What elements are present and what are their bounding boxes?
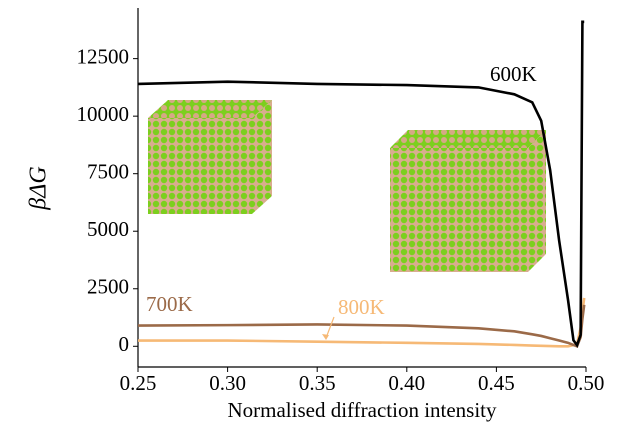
y-tick-label: 7500 — [87, 160, 129, 184]
x-tick-label: 0.45 — [478, 371, 515, 395]
annotation-arrow — [325, 316, 335, 339]
x-axis-label: Normalised diffraction intensity — [227, 398, 497, 422]
y-axis-label: βΔG — [26, 166, 52, 210]
crystal-large — [390, 130, 546, 272]
x-tick-label: 0.25 — [120, 371, 157, 395]
x-tick-label: 0.30 — [209, 371, 246, 395]
series-line — [137, 20, 585, 348]
y-tick-label: 2500 — [87, 275, 129, 299]
y-tick-label: 10000 — [77, 102, 130, 126]
y-tick-label: 12500 — [77, 44, 130, 68]
y-tick-label: 0 — [119, 332, 130, 356]
y-tick-label: 5000 — [87, 217, 129, 241]
annotation-arrowhead — [322, 334, 329, 340]
x-tick-label: 0.50 — [568, 371, 605, 395]
series-label: 600K — [490, 62, 537, 86]
x-tick-label: 0.35 — [299, 371, 336, 395]
series-label: 800K — [338, 295, 385, 319]
series-line — [138, 297, 586, 348]
x-tick-label: 0.40 — [388, 371, 425, 395]
series-label: 700K — [146, 292, 193, 316]
crystal-small — [148, 100, 272, 214]
